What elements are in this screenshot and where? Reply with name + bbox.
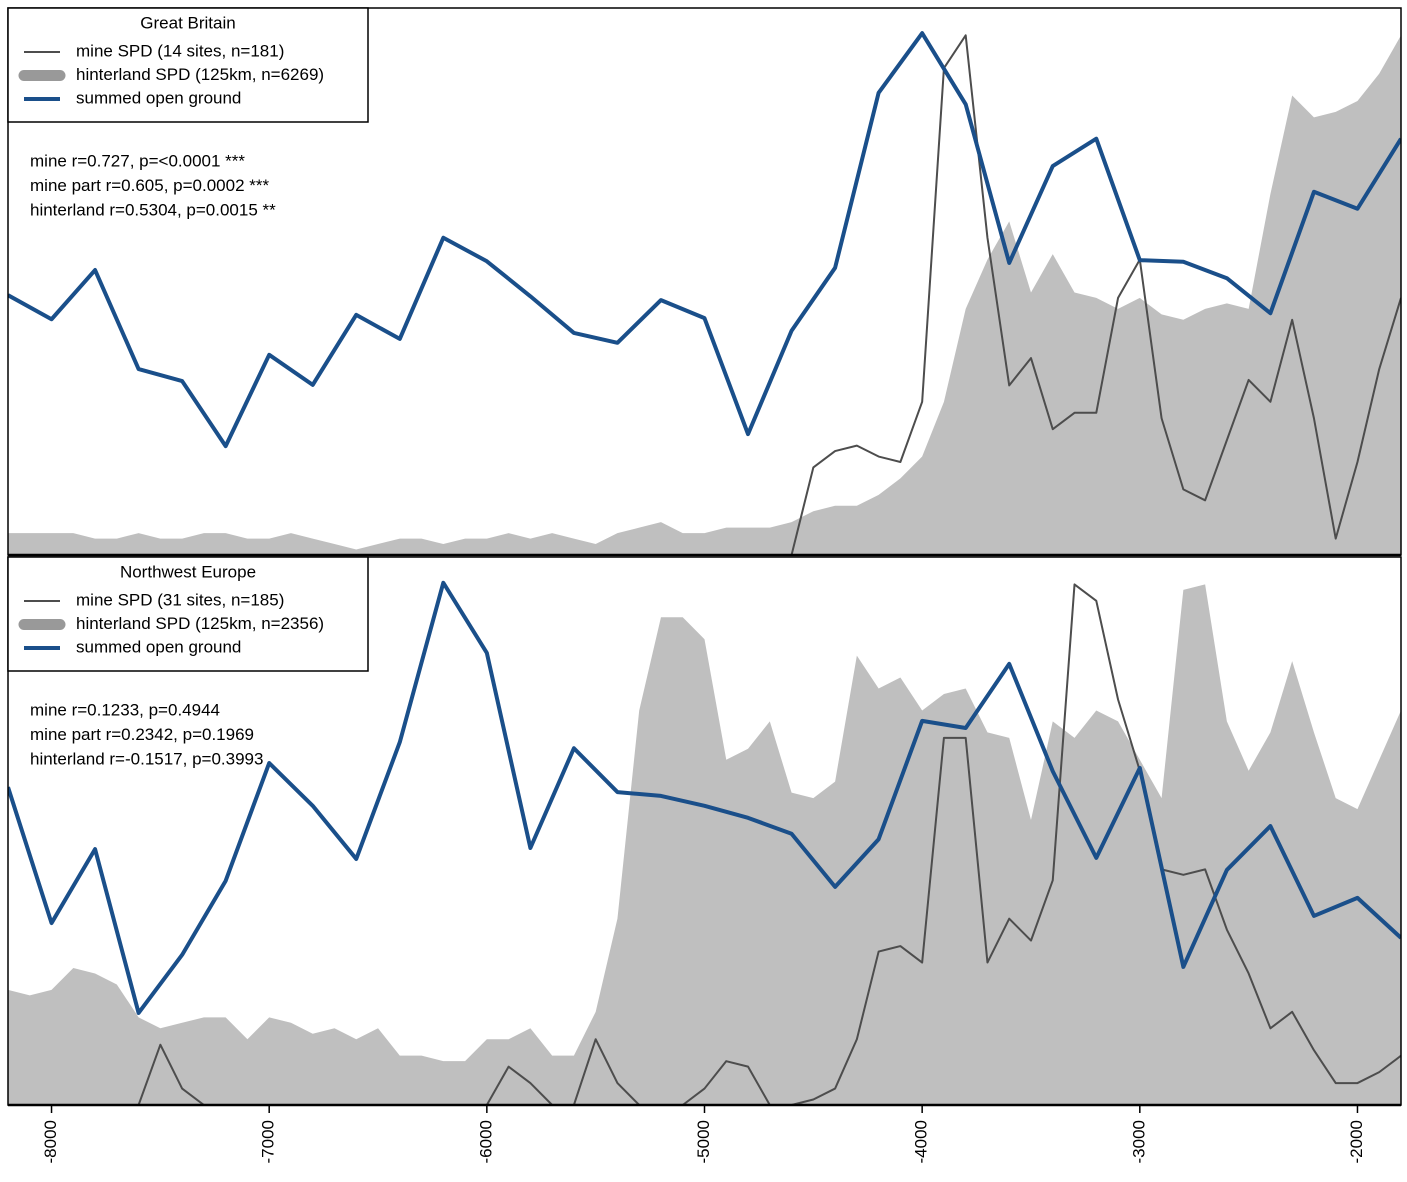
stats-annotation: mine r=0.1233, p=0.4944 — [30, 700, 220, 719]
stats-annotation: hinterland r=0.5304, p=0.0015 ** — [30, 200, 276, 219]
x-tick-label: -7000 — [259, 1120, 278, 1163]
legend-box — [7, 7, 369, 123]
hinterland-area — [8, 35, 1401, 555]
legend-title: Northwest Europe — [120, 562, 256, 581]
legend-box — [7, 556, 369, 672]
legend-label: mine SPD (31 sites, n=185) — [76, 590, 284, 609]
open-ground-line — [8, 580, 1401, 1015]
legend-label: hinterland SPD (125km, n=6269) — [76, 65, 324, 84]
hinterland-area — [8, 584, 1401, 1105]
x-tick-label: -5000 — [694, 1120, 713, 1163]
legend-title: Great Britain — [140, 13, 235, 32]
plot-area — [8, 580, 1401, 1105]
mine-line — [8, 583, 1401, 1105]
legend-label: summed open ground — [76, 637, 241, 656]
x-tick-label: -2000 — [1347, 1120, 1366, 1163]
x-tick-label: -3000 — [1129, 1120, 1148, 1163]
plot-area — [8, 31, 1401, 555]
legend-label: hinterland SPD (125km, n=2356) — [76, 614, 324, 633]
stats-annotation: hinterland r=-0.1517, p=0.3993 — [30, 749, 263, 768]
mine-line — [8, 34, 1401, 555]
legend-label: mine SPD (14 sites, n=181) — [76, 41, 284, 60]
stats-annotation: mine part r=0.605, p=0.0002 *** — [30, 176, 269, 195]
stats-annotation: mine part r=0.2342, p=0.1969 — [30, 725, 254, 744]
x-tick-label: -6000 — [476, 1120, 495, 1163]
x-tick-label: -4000 — [912, 1120, 931, 1163]
open-ground-line — [8, 31, 1401, 449]
x-tick-label: -8000 — [41, 1120, 60, 1163]
stats-annotation: mine r=0.727, p=<0.0001 *** — [30, 151, 245, 170]
legend-label: summed open ground — [76, 88, 241, 107]
